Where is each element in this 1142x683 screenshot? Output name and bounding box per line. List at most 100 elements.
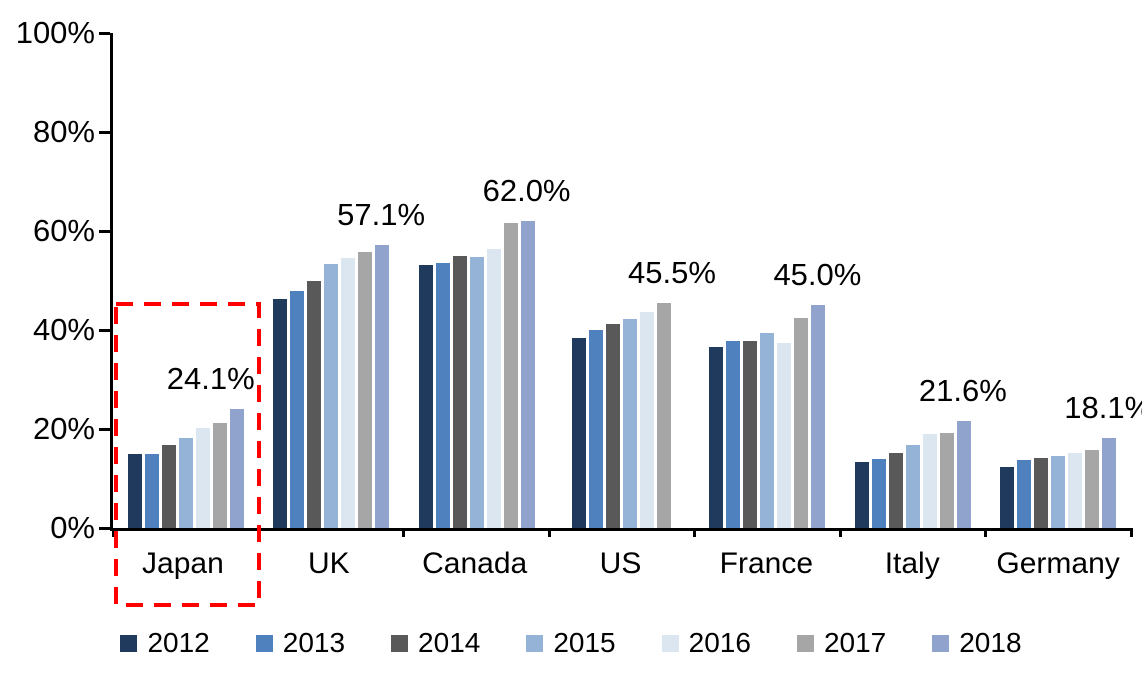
y-tick-60 xyxy=(99,229,110,233)
bar-uk-2013 xyxy=(290,291,305,528)
bar-italy-2018 xyxy=(956,421,971,528)
bar-japan-2018 xyxy=(229,408,244,528)
bar-france-2016 xyxy=(777,342,792,528)
x-tick-7 xyxy=(1129,528,1133,537)
data-label-italy: 21.6% xyxy=(918,373,1007,409)
group-us: 45.5% xyxy=(549,33,716,528)
y-tick-label-0: 0% xyxy=(50,510,95,545)
x-tick-0 xyxy=(111,528,115,537)
y-tick-label-60: 60% xyxy=(32,213,95,248)
bar-italy-2017 xyxy=(939,433,954,528)
category-label-us: US xyxy=(599,547,642,580)
legend-label-2013: 2013 xyxy=(282,627,346,658)
bar-france-2013 xyxy=(726,341,741,528)
y-tick-label-80: 80% xyxy=(32,114,95,149)
legend-item-2018: 2018 xyxy=(932,627,1022,658)
data-label-france: 45.0% xyxy=(773,257,862,293)
bar-us-2015 xyxy=(623,319,638,528)
bar-japan-2016 xyxy=(195,428,210,528)
bar-france-2015 xyxy=(760,332,775,528)
legend-item-2013: 2013 xyxy=(255,627,346,658)
y-tick-40 xyxy=(99,328,110,332)
x-tick-3 xyxy=(547,528,551,537)
bar-japan-2014 xyxy=(161,444,176,528)
group-france: 45.0% xyxy=(695,33,861,528)
bar-canada-2018 xyxy=(520,221,535,528)
bar-italy-2015 xyxy=(905,445,920,528)
bar-canada-2016 xyxy=(486,249,501,528)
legend-item-2017: 2017 xyxy=(796,627,887,658)
legend-label-2016: 2016 xyxy=(688,627,751,658)
bar-groups: 24.1% 57.1% 62.0% 45.5% 45.0% 21.6% 18.1% xyxy=(113,33,1142,528)
legend-item-2014: 2014 xyxy=(391,628,480,658)
bar-japan-2013 xyxy=(144,453,159,528)
bar-italy-2013 xyxy=(871,458,886,528)
bar-uk-2014 xyxy=(307,280,322,528)
bar-france-2018 xyxy=(811,305,826,528)
bar-uk-2018 xyxy=(375,245,390,528)
legend-label-2014: 2014 xyxy=(418,627,481,658)
bar-italy-2012 xyxy=(854,462,869,528)
legend-swatch-2015 xyxy=(526,634,544,652)
bar-germany-2013 xyxy=(1017,460,1032,528)
y-tick-label-20: 20% xyxy=(32,411,95,446)
legend-label-2018: 2018 xyxy=(959,627,1022,658)
category-label-france: France xyxy=(719,547,814,580)
x-tick-2 xyxy=(402,528,406,537)
legend-item-2015: 2015 xyxy=(526,627,616,658)
legend-swatch-2018 xyxy=(932,634,950,652)
y-tick-80 xyxy=(99,130,110,134)
bar-germany-2014 xyxy=(1034,457,1049,528)
group-uk: 57.1% xyxy=(258,33,425,528)
group-italy: 21.6% xyxy=(840,33,1007,528)
data-label-us: 45.5% xyxy=(628,254,716,290)
bar-us-2016 xyxy=(640,312,655,528)
bar-canada-2013 xyxy=(435,263,450,528)
bar-canada-2014 xyxy=(452,255,467,528)
category-label-uk: UK xyxy=(307,547,350,580)
bar-uk-2012 xyxy=(273,298,288,528)
bar-japan-2015 xyxy=(178,437,193,528)
x-tick-6 xyxy=(984,528,988,537)
bar-japan-2017 xyxy=(212,422,227,528)
plot-area: 24.1% 57.1% 62.0% 45.5% 45.0% 21.6% 18.1% xyxy=(110,33,1142,531)
bar-uk-2015 xyxy=(324,263,339,528)
legend-item-2012: 2012 xyxy=(120,628,210,658)
legend-swatch-2016 xyxy=(661,634,679,652)
legend-label-2015: 2015 xyxy=(553,627,616,658)
bar-germany-2017 xyxy=(1085,450,1100,528)
data-label-japan: 24.1% xyxy=(166,360,255,396)
y-tick-100 xyxy=(99,31,110,35)
bar-canada-2012 xyxy=(418,264,433,528)
legend-label-2017: 2017 xyxy=(823,627,887,658)
legend: 2012 2013 2014 2015 2016 2017 2018 xyxy=(0,628,1142,658)
legend-swatch-2013 xyxy=(255,634,273,652)
y-tick-0 xyxy=(99,526,110,530)
y-tick-20 xyxy=(99,427,110,431)
legend-item-2016: 2016 xyxy=(661,627,751,658)
category-label-japan: Japan xyxy=(142,547,224,580)
bar-us-2012 xyxy=(572,338,587,528)
bar-germany-2012 xyxy=(1000,466,1015,528)
group-canada: 62.0% xyxy=(404,33,571,528)
bar-us-2014 xyxy=(606,324,621,528)
category-labels: Japan UK Canada US France Italy Germany xyxy=(110,547,1131,581)
bar-germany-2018 xyxy=(1102,438,1117,528)
bar-us-2013 xyxy=(589,330,604,528)
bar-germany-2015 xyxy=(1051,455,1066,528)
bar-japan-2012 xyxy=(127,454,142,528)
bar-canada-2017 xyxy=(503,223,518,528)
x-tick-4 xyxy=(693,528,697,537)
y-tick-label-40: 40% xyxy=(32,312,95,347)
category-label-canada: Canada xyxy=(422,547,528,580)
y-tick-label-100: 100% xyxy=(15,15,95,50)
group-germany: 18.1% xyxy=(986,33,1142,528)
bar-italy-2016 xyxy=(922,434,937,528)
bar-uk-2017 xyxy=(358,251,373,528)
x-tick-5 xyxy=(838,528,842,537)
x-tick-1 xyxy=(256,528,260,537)
bar-canada-2015 xyxy=(469,256,484,528)
bar-germany-2016 xyxy=(1068,452,1083,528)
legend-swatch-2017 xyxy=(796,634,814,652)
